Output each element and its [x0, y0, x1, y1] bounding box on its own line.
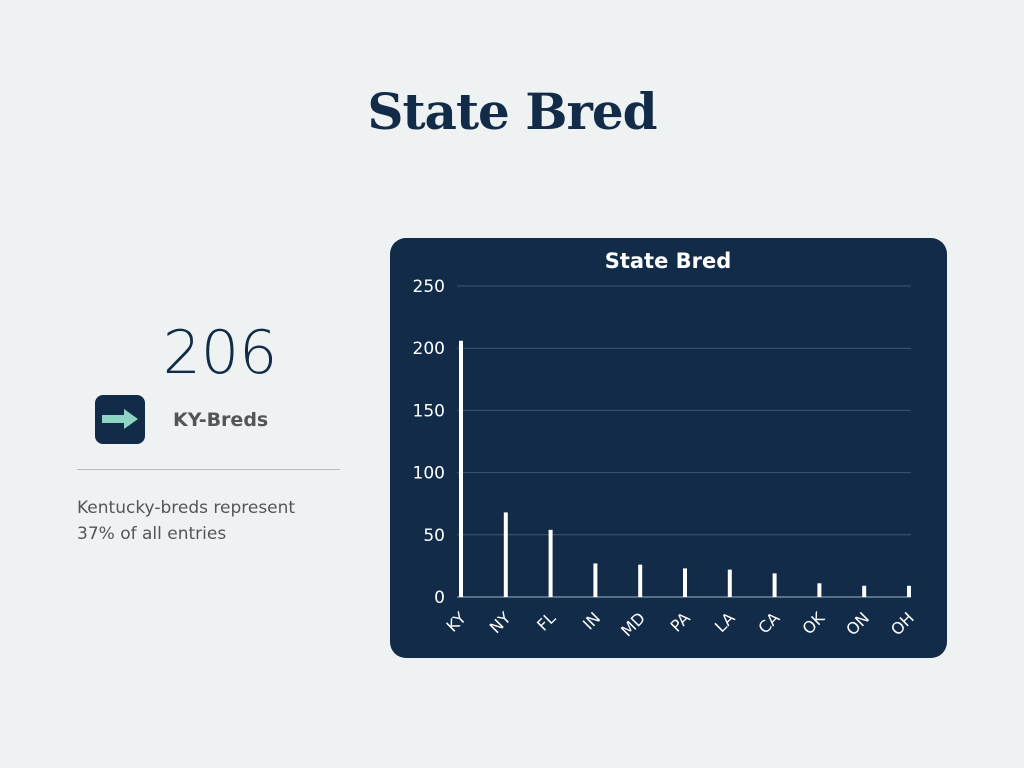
x-tick-label: CA	[754, 608, 783, 637]
x-tick-label: IN	[579, 608, 604, 633]
bar-ky	[459, 340, 463, 597]
stat-value: 206	[162, 318, 278, 388]
x-tick-label: PA	[667, 608, 694, 635]
y-tick-label: 50	[423, 526, 445, 546]
bar-fl	[548, 529, 553, 597]
x-tick-label: NY	[486, 608, 515, 637]
x-tick-label: OK	[798, 608, 828, 638]
y-tick-label: 200	[413, 339, 445, 359]
bar-on	[862, 585, 867, 597]
bar-la	[727, 569, 732, 597]
bar-ok	[817, 583, 822, 597]
y-tick-label: 150	[413, 401, 445, 421]
y-tick-label: 100	[413, 464, 445, 484]
x-tick-label: MD	[617, 608, 649, 640]
arrow-right-icon	[95, 395, 145, 444]
bar-in	[593, 563, 598, 597]
y-tick-label: 250	[413, 277, 445, 297]
stat-label: KY-Breds	[173, 409, 269, 431]
y-tick-label: 0	[434, 588, 445, 608]
chart-panel: State Bred 0 50 100 150 200 250 KY NY FL IN MD PA LA…	[390, 238, 947, 658]
x-tick-label: ON	[842, 608, 873, 639]
x-tick-label: OH	[887, 608, 918, 639]
x-tick-label: LA	[711, 608, 739, 636]
bar-oh	[907, 585, 911, 597]
stat-description: Kentucky-breds represent 37% of all entr…	[77, 498, 296, 544]
bar-chart: State Bred 0 50 100 150 200 250 KY NY FL IN MD PA LA…	[413, 249, 918, 640]
bar-ca	[772, 573, 777, 597]
bar-md	[638, 564, 643, 597]
x-tick-label: KY	[442, 608, 470, 636]
divider	[77, 469, 340, 470]
bar-ny	[503, 512, 508, 597]
x-tick-label: FL	[533, 608, 559, 634]
chart-title: State Bred	[605, 249, 732, 273]
page-title: State Bred	[367, 82, 657, 141]
bar-pa	[683, 568, 687, 597]
